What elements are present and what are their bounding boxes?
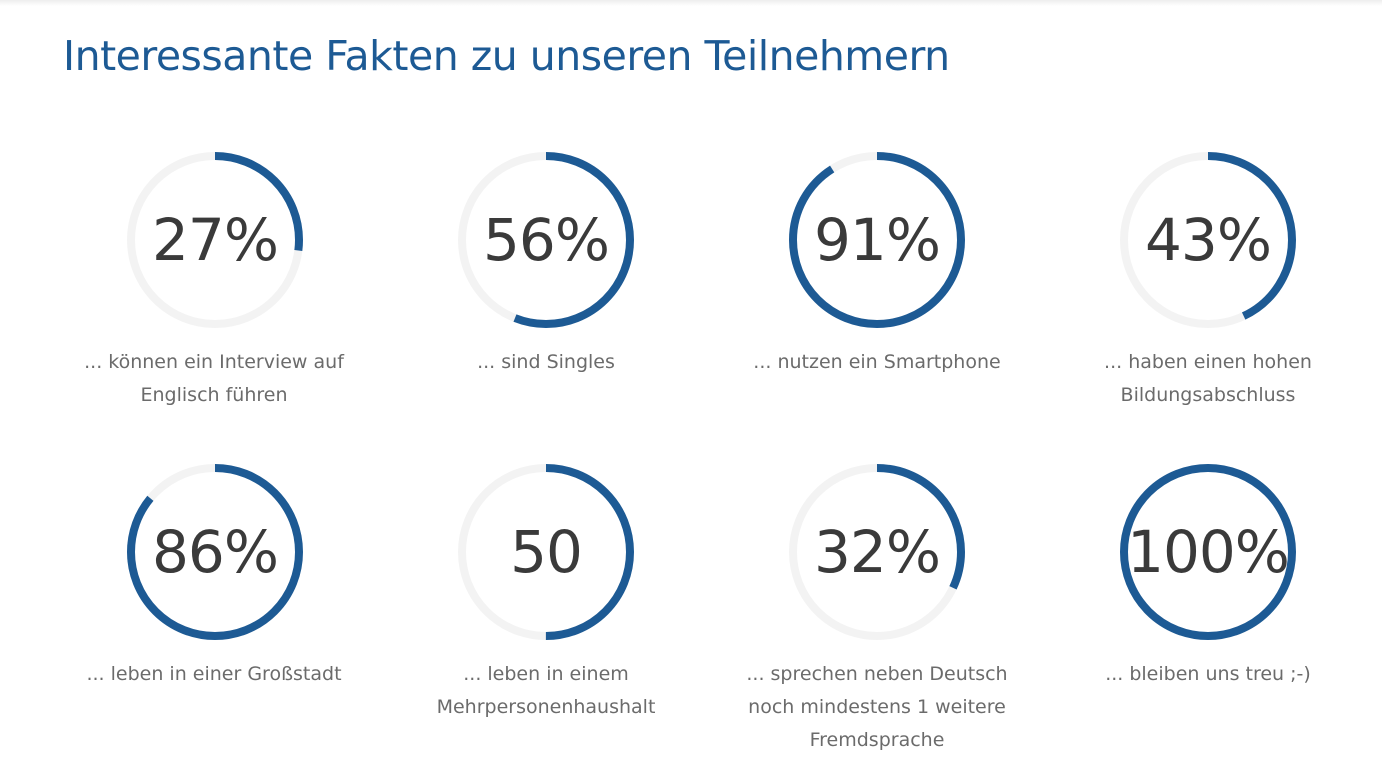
stat-value: 100%: [1127, 518, 1290, 586]
ring-chart: [789, 464, 965, 640]
progress-ring: 32%: [787, 462, 967, 642]
stat-value: 32%: [814, 518, 941, 586]
ring-chart: [458, 152, 634, 328]
stat-caption: ... können ein Interview auf Englisch fü…: [84, 351, 344, 406]
progress-ring: 56%: [456, 150, 636, 330]
stat-caption: ... leben in einer Großstadt: [86, 663, 342, 685]
stat-value: 91%: [814, 206, 941, 274]
stat-value: 56%: [483, 206, 610, 274]
top-shadow: [0, 0, 1382, 6]
progress-ring: 27%: [125, 150, 305, 330]
ring-arc: [789, 464, 965, 640]
stat-value: 43%: [1145, 206, 1272, 274]
stat-caption: ... leben in einem Mehrpersonenhaushalt: [436, 663, 656, 718]
ring-arc: [127, 464, 303, 640]
ring-arc: [458, 152, 634, 328]
stat-caption: ... sind Singles: [477, 351, 615, 373]
ring-arc: [127, 152, 303, 328]
ring-chart: [458, 464, 634, 640]
progress-ring: 91%: [787, 150, 967, 330]
ring-chart: [1120, 152, 1296, 328]
page-title: Interessante Fakten zu unseren Teilnehme…: [63, 32, 950, 80]
stat-caption: ... sprechen neben Deutsch noch mindeste…: [746, 663, 1008, 751]
progress-ring: 43%: [1118, 150, 1298, 330]
stat-caption: ... bleiben uns treu ;-): [1105, 663, 1311, 685]
progress-ring: 100%: [1118, 462, 1298, 642]
stat-value: 50: [510, 518, 583, 586]
stat-caption: ... nutzen ein Smartphone: [753, 351, 1001, 373]
ring-arc: [789, 152, 965, 328]
ring-arc: [458, 464, 634, 640]
ring-chart: [1120, 464, 1296, 640]
ring-chart: [789, 152, 965, 328]
stat-caption: ... haben einen hohen Bildungsabschluss: [1104, 351, 1312, 406]
progress-ring: 50: [456, 462, 636, 642]
progress-ring: 86%: [125, 462, 305, 642]
ring-chart: [127, 464, 303, 640]
ring-chart: [127, 152, 303, 328]
ring-arc: [1120, 464, 1296, 640]
stat-value: 27%: [152, 206, 279, 274]
stat-value: 86%: [152, 518, 279, 586]
ring-arc: [1120, 152, 1296, 328]
